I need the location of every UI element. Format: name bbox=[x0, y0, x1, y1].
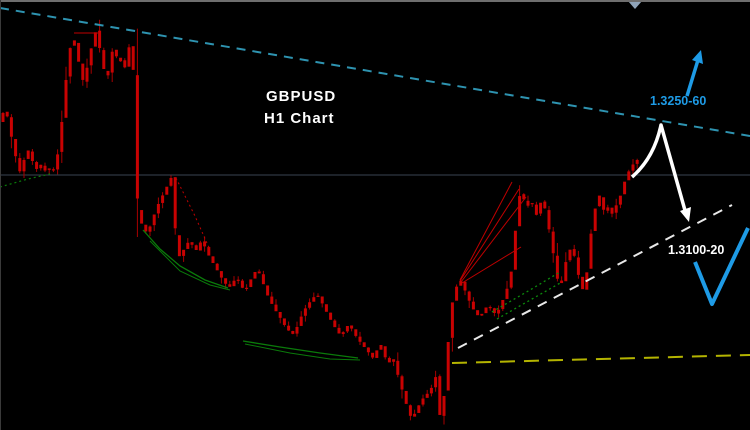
red-fan-line-2 bbox=[459, 188, 520, 282]
red-fan-line-1 bbox=[459, 181, 513, 281]
timeframe-label: H1 Chart bbox=[264, 110, 335, 127]
target-level-line bbox=[451, 354, 750, 364]
projection-v-path bbox=[693, 227, 750, 306]
green-dotted-channel-upper bbox=[491, 271, 561, 313]
candlesticks bbox=[1, 19, 639, 425]
window-top-border bbox=[0, 0, 750, 2]
symbol-label: GBPUSD bbox=[266, 88, 337, 105]
ma-fragment-mid-upper-2 bbox=[149, 240, 231, 291]
ma-fragment-mid-lower-2 bbox=[244, 343, 361, 361]
red-fan-line-4 bbox=[461, 246, 522, 284]
breakout-up-arrow bbox=[685, 59, 700, 97]
red-fan-line-3 bbox=[460, 196, 527, 283]
window-left-border bbox=[0, 0, 1, 430]
ma-fragment-mid-upper bbox=[142, 229, 229, 289]
ma-fragment-mid-lower bbox=[242, 340, 359, 359]
rejection-down-arrow-head bbox=[680, 207, 691, 222]
scroll-marker-icon[interactable] bbox=[628, 1, 642, 9]
ma-fragment-left bbox=[0, 173, 51, 188]
resistance-zone-label: 1.3250-60 bbox=[650, 94, 707, 108]
support-zone-label: 1.3100-20 bbox=[668, 243, 725, 257]
breakout-up-arrow-head bbox=[692, 50, 703, 64]
rising-support-trendline bbox=[457, 204, 733, 349]
rejection-down-arrow bbox=[630, 123, 688, 215]
green-dotted-channel-lower bbox=[496, 281, 563, 320]
